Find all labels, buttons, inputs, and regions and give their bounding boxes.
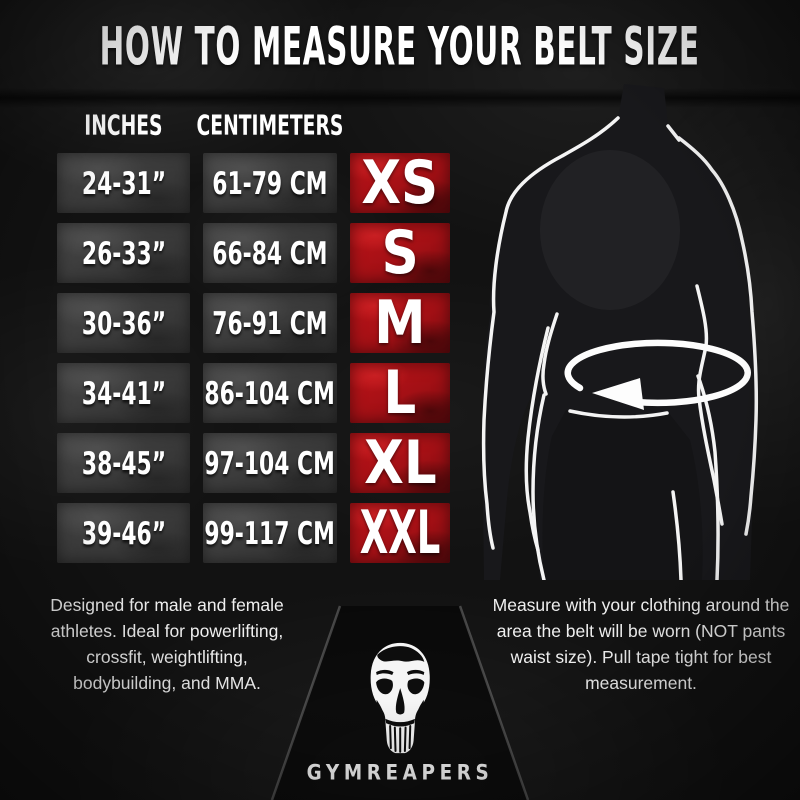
size-badge: M [350,289,450,357]
table-row: 39-46” 99-117 CM XXL [0,499,460,567]
centimeters-cell: 66-84 CM [203,223,337,283]
size-badge: S [350,219,450,287]
inches-cell: 24-31” [57,153,190,213]
table-row: 26-33” 66-84 CM S [0,219,460,287]
column-header-inches: INCHES [84,110,163,142]
table-row: 30-36” 76-91 CM M [0,289,460,357]
chest-highlight [540,150,680,310]
size-badge: XL [350,429,450,497]
table-row: 24-31” 61-79 CM XS [0,149,460,217]
size-badge: XXL [350,499,450,567]
size-badge: XS [350,149,450,217]
inches-cell: 26-33” [57,223,190,283]
table-row: 38-45” 97-104 CM XL [0,429,460,497]
size-table: 24-31” 61-79 CM XS 26-33” 66-84 CM S 30-… [0,149,460,567]
centimeters-cell: 86-104 CM [203,363,337,423]
size-badge: L [350,359,450,427]
brand-wordmark: GYMREAPERS [306,759,494,785]
table-row: 34-41” 86-104 CM L [0,359,460,427]
inches-cell: 38-45” [57,433,190,493]
centimeters-cell: 97-104 CM [203,433,337,493]
inches-cell: 34-41” [57,363,190,423]
table-column-headers: INCHES CENTIMETERS [0,110,460,142]
inches-cell: 30-36” [57,293,190,353]
centimeters-cell: 99-117 CM [203,503,337,563]
centimeters-cell: 61-79 CM [203,153,337,213]
male-torso-illustration [481,84,759,580]
column-header-centimeters: CENTIMETERS [196,110,344,142]
page-title: HOW TO MEASURE YOUR BELT SIZE [99,15,701,77]
centimeters-cell: 76-91 CM [203,293,337,353]
inches-cell: 39-46” [57,503,190,563]
